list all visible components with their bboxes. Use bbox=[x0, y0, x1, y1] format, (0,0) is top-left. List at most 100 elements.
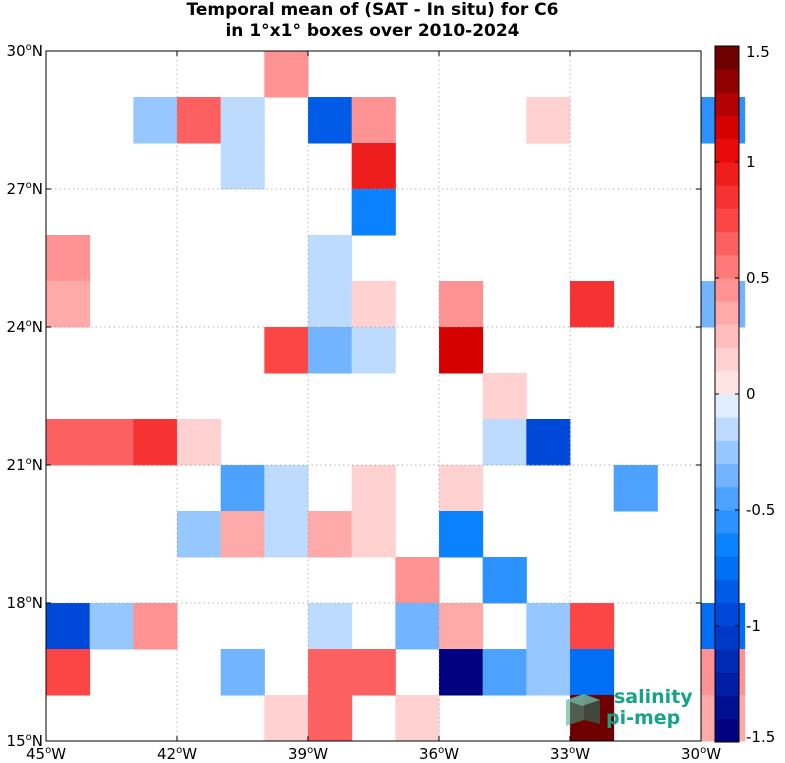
colorbar-tick-label: -1 bbox=[746, 617, 761, 635]
heatmap-cell bbox=[439, 327, 484, 374]
heatmap-cell bbox=[46, 603, 91, 650]
y-tick-label: 21oN bbox=[7, 456, 43, 474]
colorbar-segment bbox=[715, 533, 739, 557]
x-tick-label: 33oW bbox=[550, 745, 590, 763]
colorbar-segment bbox=[715, 324, 739, 348]
colorbar-segment bbox=[715, 394, 739, 418]
colorbar-segment bbox=[715, 440, 739, 464]
colorbar-segment bbox=[715, 510, 739, 534]
colorbar-tick-label: 1 bbox=[746, 153, 756, 171]
heatmap-cell bbox=[526, 419, 571, 466]
colorbar-segment bbox=[715, 370, 739, 395]
colorbar-tick-label: -0.5 bbox=[746, 501, 775, 519]
heatmap-cell bbox=[308, 235, 353, 282]
x-tick-label: 42oW bbox=[157, 745, 197, 763]
heatmap-cell bbox=[570, 281, 615, 328]
x-tick-label: 30oW bbox=[681, 745, 721, 763]
colorbar-segment bbox=[715, 301, 739, 325]
heatmap-cells bbox=[46, 51, 746, 742]
colorbar-segment bbox=[715, 672, 739, 696]
heatmap-cell bbox=[613, 465, 658, 512]
salinity-pi-mep-logo: salinity pi-mep bbox=[566, 686, 692, 729]
colorbar-tick-label: 1.5 bbox=[746, 43, 770, 61]
colorbar-segment bbox=[715, 92, 739, 116]
heatmap-cell bbox=[308, 511, 353, 558]
heatmap-cell bbox=[264, 51, 309, 98]
heatmap-cell bbox=[46, 235, 91, 282]
heatmap-cell bbox=[220, 649, 265, 696]
x-tick-label: 36oW bbox=[419, 745, 459, 763]
heatmap-cell bbox=[308, 603, 353, 650]
heatmap-cell bbox=[482, 419, 527, 466]
heatmap-cell bbox=[351, 189, 396, 236]
chart-title: Temporal mean of (SAT - In situ) for C6 … bbox=[0, 0, 745, 42]
heatmap-cell bbox=[220, 143, 265, 190]
heatmap-cell bbox=[351, 143, 396, 190]
logo-cube-icon bbox=[566, 694, 600, 726]
plot-frame bbox=[45, 50, 702, 742]
heatmap-cell bbox=[351, 281, 396, 328]
heatmap-cell bbox=[177, 511, 222, 558]
y-tick-label: 24oN bbox=[7, 318, 43, 336]
heatmap-cell bbox=[439, 511, 484, 558]
colorbar-segment bbox=[715, 649, 739, 673]
x-tick-label: 39oW bbox=[288, 745, 328, 763]
y-tick-label: 18oN bbox=[7, 594, 43, 612]
heatmap-cell bbox=[439, 603, 484, 650]
gridlines bbox=[46, 51, 701, 741]
heatmap-cell bbox=[220, 97, 265, 144]
heatmap-cell bbox=[439, 649, 484, 696]
colorbar-segment bbox=[715, 602, 739, 627]
heatmap-cell bbox=[351, 97, 396, 144]
chart-title-line-1: Temporal mean of (SAT - In situ) for C6 bbox=[186, 0, 559, 20]
heatmap-cell bbox=[264, 511, 309, 558]
colorbar-segment bbox=[715, 417, 739, 441]
colorbar-segment bbox=[715, 579, 739, 604]
chart-title-line-2: in 1°x1° boxes over 2010-2024 bbox=[225, 21, 520, 41]
x-tick-label: 45oW bbox=[26, 745, 66, 763]
colorbar-segment bbox=[715, 231, 739, 256]
heatmap-cell bbox=[439, 465, 484, 512]
heatmap-cell bbox=[308, 327, 353, 374]
heatmap-cell bbox=[46, 419, 91, 466]
heatmap-cell bbox=[351, 465, 396, 512]
heatmap-cell bbox=[308, 281, 353, 328]
heatmap-cell bbox=[526, 97, 571, 144]
heatmap-cell bbox=[46, 281, 91, 328]
colorbar-segment bbox=[715, 347, 739, 372]
heatmap-cell bbox=[264, 327, 309, 374]
heatmap-cell bbox=[439, 281, 484, 328]
colorbar-segment bbox=[715, 626, 739, 650]
heatmap-cell bbox=[308, 695, 353, 742]
colorbar-segment bbox=[715, 486, 739, 511]
heatmap-cell bbox=[570, 603, 615, 650]
heatmap-cell bbox=[220, 465, 265, 512]
y-tick-label: 27oN bbox=[7, 180, 43, 198]
colorbar-segment bbox=[715, 69, 739, 93]
heatmap-cell bbox=[395, 557, 440, 604]
colorbar-segment bbox=[715, 208, 739, 232]
logo-text-salinity: salinity bbox=[614, 686, 692, 708]
colorbar: 1.5 1 0.5 0 -0.5 -1 -1.5 bbox=[714, 43, 775, 746]
colorbar-segment bbox=[715, 254, 739, 279]
x-axis: 45oW 42oW 39oW 36oW 33oW 30oW bbox=[26, 51, 721, 763]
heatmap-cell bbox=[89, 419, 134, 466]
colorbar-tick-label: 0.5 bbox=[746, 269, 770, 287]
heatmap-cell bbox=[177, 97, 222, 144]
colorbar-segment bbox=[715, 556, 739, 580]
colorbar-segment bbox=[715, 185, 739, 209]
heatmap-cell bbox=[482, 649, 527, 696]
colorbar-segment bbox=[715, 278, 739, 302]
logo-text-pi-mep: pi-mep bbox=[606, 707, 680, 729]
heatmap-cell bbox=[308, 649, 353, 696]
heatmap-cell bbox=[482, 373, 527, 420]
heatmap-cell bbox=[526, 649, 571, 696]
y-tick-label: 30oN bbox=[7, 42, 43, 60]
heatmap-cell bbox=[46, 649, 91, 696]
colorbar-segment bbox=[715, 162, 739, 186]
heatmap-cell bbox=[395, 603, 440, 650]
colorbar-segment bbox=[715, 718, 739, 743]
heatmap-cell bbox=[133, 603, 178, 650]
heatmap-cell bbox=[570, 649, 615, 696]
heatmap-cell bbox=[482, 557, 527, 604]
